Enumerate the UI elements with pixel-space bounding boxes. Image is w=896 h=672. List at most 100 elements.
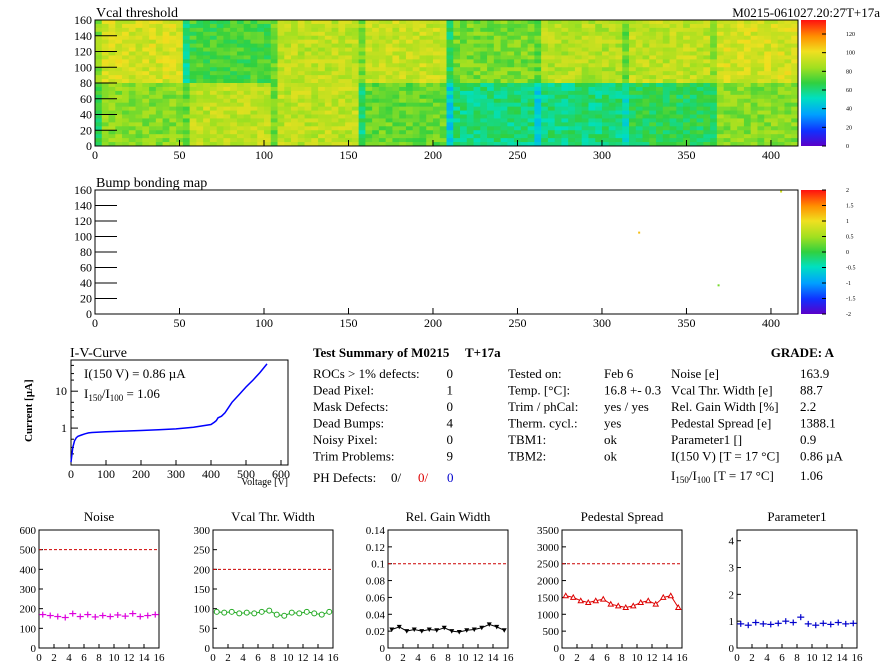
heatmap-cell [561, 27, 569, 33]
summary-value: 0 [447, 399, 454, 414]
heatmap-cell [480, 27, 488, 33]
heatmap-cell [203, 114, 211, 119]
heatmap-cell [230, 43, 238, 48]
y-tick-label: 0.02 [366, 626, 385, 638]
heatmap-cell [764, 31, 772, 37]
heatmap-cell [460, 126, 468, 131]
heatmap-cell [642, 130, 650, 135]
heatmap-cell [696, 63, 704, 68]
heatmap-cell [534, 63, 542, 68]
heatmap-cell [284, 83, 292, 88]
heatmap-cell [446, 67, 454, 72]
y-tick-label: 0.14 [366, 525, 386, 537]
heatmap-cell [135, 71, 143, 76]
heatmap-cell [155, 110, 163, 115]
heatmap-cell [101, 27, 109, 33]
heatmap-cell [446, 31, 454, 37]
heatmap-cell [331, 23, 339, 29]
heatmap-cell [601, 142, 610, 147]
heatmap-cell [277, 35, 285, 41]
heatmap-cell [588, 102, 596, 108]
heatmap-cell [710, 102, 718, 108]
heatmap-cell [460, 86, 468, 92]
heatmap-cell [683, 67, 691, 72]
heatmap-cell [527, 126, 535, 131]
heatmap-cell [541, 27, 549, 33]
heatmap-cell [284, 31, 292, 37]
heatmap-cell [703, 98, 711, 104]
heatmap-cell [439, 98, 447, 104]
heatmap-cell [601, 138, 610, 143]
heatmap-cell [629, 142, 637, 147]
heatmap-cell [162, 23, 170, 29]
heatmap-cell [115, 134, 123, 139]
heatmap-cell [527, 67, 535, 72]
heatmap-cell [662, 130, 670, 135]
heatmap-cell [277, 106, 285, 111]
heatmap-cell [351, 83, 360, 88]
heatmap-cell [737, 118, 745, 123]
heatmap-cell [304, 71, 312, 76]
heatmap-cell [385, 122, 393, 127]
heatmap-cell [351, 130, 360, 135]
heatmap-cell [683, 23, 691, 29]
heatmap-cell [392, 118, 400, 123]
summary-label: TBM2: [508, 449, 546, 464]
colorbar-tick-label: 120 [846, 32, 855, 38]
heatmap-cell [426, 23, 434, 29]
heatmap-cell [460, 31, 468, 37]
heatmap-cell [534, 106, 542, 111]
heatmap-cell [757, 106, 765, 111]
y-tick-label: 2000 [537, 576, 560, 588]
heatmap-cell [311, 31, 319, 37]
heatmap-cell [209, 126, 218, 131]
heatmap-cell [662, 118, 670, 123]
heatmap-cell [155, 71, 163, 76]
x-tick-label: 200 [424, 148, 442, 162]
heatmap-cell [750, 94, 758, 100]
heatmap-cell [581, 79, 589, 84]
heatmap-cell [128, 27, 136, 33]
ratio-value: 1.06 [800, 468, 823, 483]
heatmap-cell [696, 142, 704, 147]
heatmap-cell [338, 55, 346, 60]
heatmap-cell [588, 130, 596, 135]
heatmap-cell [291, 67, 299, 72]
heatmap-cell [750, 118, 758, 123]
heatmap-cell [446, 75, 454, 80]
heatmap-cell [128, 138, 136, 143]
heatmap-cell [581, 23, 589, 29]
heatmap-cell [642, 110, 650, 115]
heatmap-cell [419, 114, 427, 119]
heatmap-cell [642, 63, 650, 68]
heatmap-cell [487, 138, 495, 143]
heatmap-cell [263, 63, 272, 68]
heatmap-cell [777, 90, 785, 96]
heatmap-cell [480, 102, 488, 108]
heatmap-cell [365, 27, 373, 33]
heatmap-cell [547, 86, 556, 92]
heatmap-cell [351, 138, 360, 143]
heatmap-cell [135, 67, 143, 72]
heatmap-cell [615, 90, 623, 96]
heatmap-cell [642, 118, 650, 123]
heatmap-cell [460, 134, 468, 139]
heatmap-title: Vcal threshold [96, 6, 178, 21]
heatmap-cell [710, 20, 718, 25]
data-point [464, 628, 470, 633]
heatmap-cell [419, 142, 427, 147]
heatmap-cell [250, 142, 258, 147]
heatmap-cell [392, 102, 400, 108]
heatmap-cell [372, 31, 380, 37]
heatmap-cell [500, 55, 508, 60]
heatmap-cell [588, 59, 596, 64]
heatmap-frame [94, 189, 799, 315]
heatmap-cell [216, 102, 224, 108]
heatmap-cell [324, 138, 332, 143]
heatmap-cell [95, 134, 103, 139]
heatmap-cell [426, 118, 434, 123]
heatmap-cell [149, 106, 157, 111]
heatmap-cell [696, 31, 704, 37]
heatmap-cell [419, 130, 427, 135]
heatmap-cell [196, 67, 204, 72]
